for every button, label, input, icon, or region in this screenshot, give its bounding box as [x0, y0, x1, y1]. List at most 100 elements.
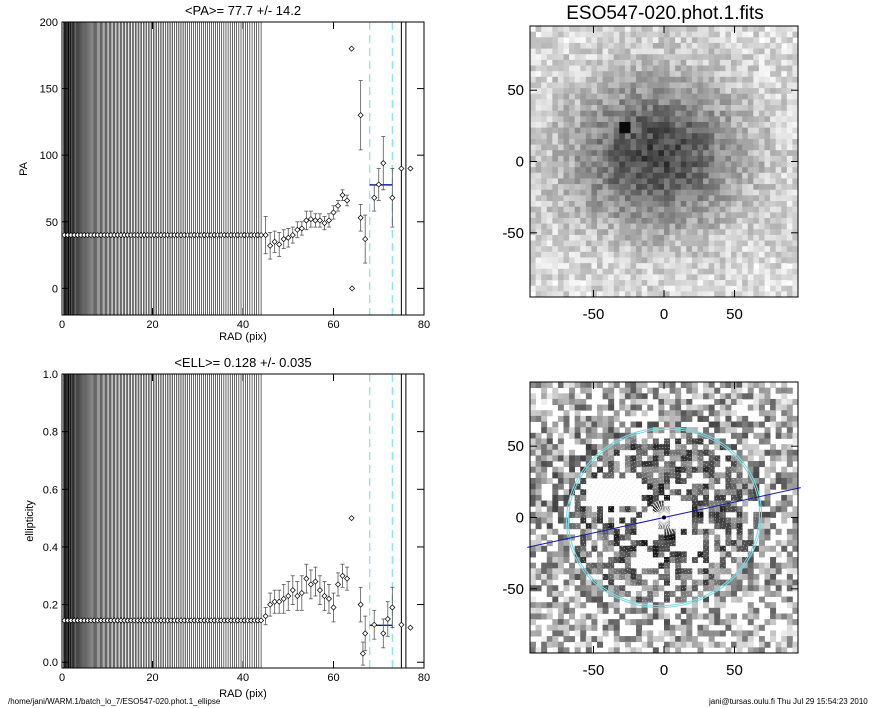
radial-line [663, 517, 671, 535]
image-pixel [786, 138, 793, 145]
image-pixel [786, 178, 793, 185]
image-pixel [697, 189, 704, 196]
image-pixel [742, 71, 749, 78]
image-pixel [781, 410, 788, 417]
image-pixel [708, 201, 715, 208]
inner-point [77, 232, 84, 239]
image-pixel [775, 201, 782, 208]
image-pixel [546, 206, 553, 213]
image-pixel [697, 511, 704, 518]
image-pixel [602, 82, 609, 89]
image-pixel [630, 251, 637, 258]
image-pixel [619, 110, 626, 117]
image-pixel [569, 178, 576, 185]
image-pixel [731, 42, 737, 49]
image-pixel [736, 489, 743, 496]
image-pixel [569, 240, 576, 247]
image-pixel [792, 99, 799, 106]
image-pixel [602, 619, 609, 626]
image-pixel [585, 155, 592, 162]
image-pixel [719, 76, 726, 83]
image-pixel [697, 206, 704, 213]
image-pixel [758, 647, 765, 654]
image-pixel [714, 150, 721, 157]
image-pixel [546, 110, 553, 117]
image-pixel [675, 624, 682, 631]
data-point [362, 630, 369, 637]
image-pixel [686, 472, 693, 479]
image-pixel [541, 461, 548, 468]
image-pixel [753, 511, 760, 518]
image-pixel [781, 121, 788, 129]
image-pixel [697, 37, 704, 44]
image-pixel [580, 88, 587, 95]
image-pixel [669, 71, 676, 78]
image-pixel [652, 223, 659, 230]
image-pixel [697, 48, 704, 55]
image-pixel [680, 133, 687, 140]
image-pixel [675, 568, 682, 575]
image-pixel [636, 240, 643, 247]
image-pixel [630, 636, 637, 643]
image-pixel [786, 585, 793, 592]
image-pixel [585, 54, 592, 61]
image-pixel [714, 562, 721, 569]
image-pixel [613, 99, 620, 106]
image-pixel [781, 449, 788, 456]
image-pixel [557, 551, 564, 558]
image-pixel [652, 178, 659, 185]
image-pixel [530, 585, 536, 592]
image-pixel [585, 415, 592, 422]
image-pixel [658, 133, 665, 140]
data-point [330, 209, 337, 216]
image-pixel [703, 466, 710, 473]
image-pixel [758, 189, 765, 196]
image-pixel [758, 398, 765, 405]
image-pixel [731, 167, 737, 174]
image-pixel [602, 161, 609, 168]
image-pixel [647, 630, 654, 637]
image-pixel [708, 477, 715, 485]
image-pixel [714, 93, 721, 100]
image-pixel [703, 263, 710, 270]
image-pixel [786, 579, 793, 586]
image-pixel [764, 82, 771, 89]
image-pixel [770, 449, 777, 456]
image-pixel [641, 201, 648, 208]
image-pixel [530, 76, 536, 83]
image-pixel [703, 613, 710, 620]
image-pixel [714, 37, 721, 44]
image-pixel [664, 167, 670, 174]
image-pixel [569, 472, 576, 479]
image-pixel [641, 229, 648, 236]
image-pixel [725, 88, 732, 95]
data-point [325, 217, 333, 224]
image-pixel [697, 432, 704, 439]
image-pixel [781, 240, 788, 247]
image-pixel [591, 280, 598, 287]
image-pixel [641, 138, 648, 145]
image-pixel [641, 472, 648, 479]
image-pixel [686, 88, 693, 95]
image-pixel [731, 410, 737, 417]
image-pixel [792, 602, 799, 609]
image-pixel [725, 105, 732, 112]
image-pixel [719, 121, 726, 129]
image-pixel [557, 217, 564, 225]
image-pixel [731, 585, 737, 592]
image-pixel [708, 274, 715, 281]
image-pixel [770, 144, 777, 151]
image-pixel [535, 65, 542, 72]
image-pixel [552, 246, 559, 253]
image-pixel [731, 48, 737, 55]
image-pixel [731, 71, 737, 78]
image-pixel [613, 59, 620, 66]
image-pixel [753, 167, 760, 174]
image-pixel [786, 240, 793, 247]
image-pixel [703, 217, 710, 225]
image-pixel [764, 37, 771, 44]
image-pixel [686, 398, 693, 405]
data-point [298, 225, 305, 232]
image-pixel [535, 229, 542, 236]
